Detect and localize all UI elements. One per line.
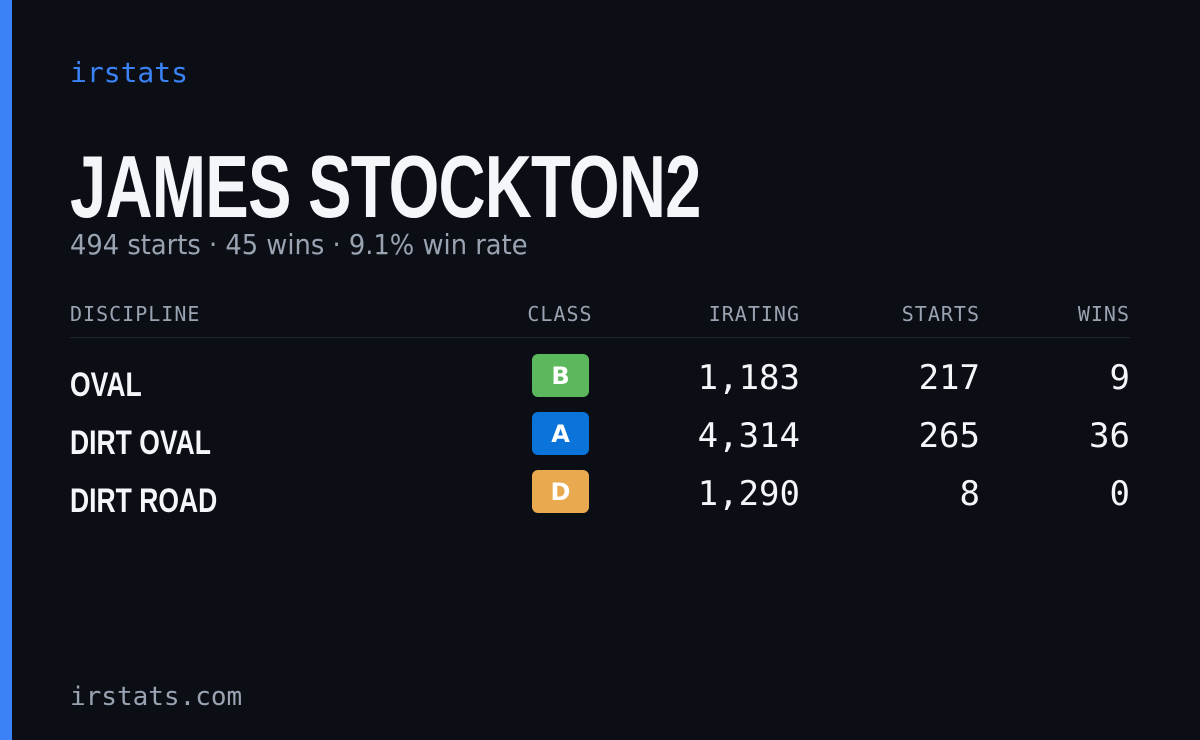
driver-summary: 494 starts · 45 wins · 9.1% win rate: [70, 228, 528, 261]
column-header: WINS: [1077, 302, 1130, 326]
irating-value: 1,183: [697, 358, 800, 398]
irating-value: 1,290: [697, 474, 800, 514]
discipline: OVAL: [70, 366, 142, 404]
wins-value: 0: [1109, 474, 1130, 514]
column-header: CLASS: [527, 302, 593, 326]
wins-value: 36: [1089, 416, 1130, 456]
starts-value: 8: [959, 474, 980, 514]
wins-value: 9: [1109, 358, 1130, 398]
footer: irstats.com: [70, 682, 243, 712]
brand: irstats: [70, 56, 189, 89]
column-header: IRATING: [708, 302, 800, 326]
column-header: STARTS: [901, 302, 980, 326]
class-badge: A: [532, 412, 589, 455]
class-badge: B: [532, 354, 589, 397]
accent-bar: [0, 0, 12, 740]
starts-value: 265: [918, 416, 980, 456]
discipline: DIRT ROAD: [70, 482, 218, 520]
discipline: DIRT OVAL: [70, 424, 211, 462]
column-header: DISCIPLINE: [70, 302, 201, 326]
irating-value: 4,314: [697, 416, 800, 456]
starts-value: 217: [918, 358, 980, 398]
driver-name: JAMES STOCKTON2: [70, 137, 701, 236]
class-badge: D: [532, 470, 589, 513]
header-rule: [70, 337, 1130, 338]
